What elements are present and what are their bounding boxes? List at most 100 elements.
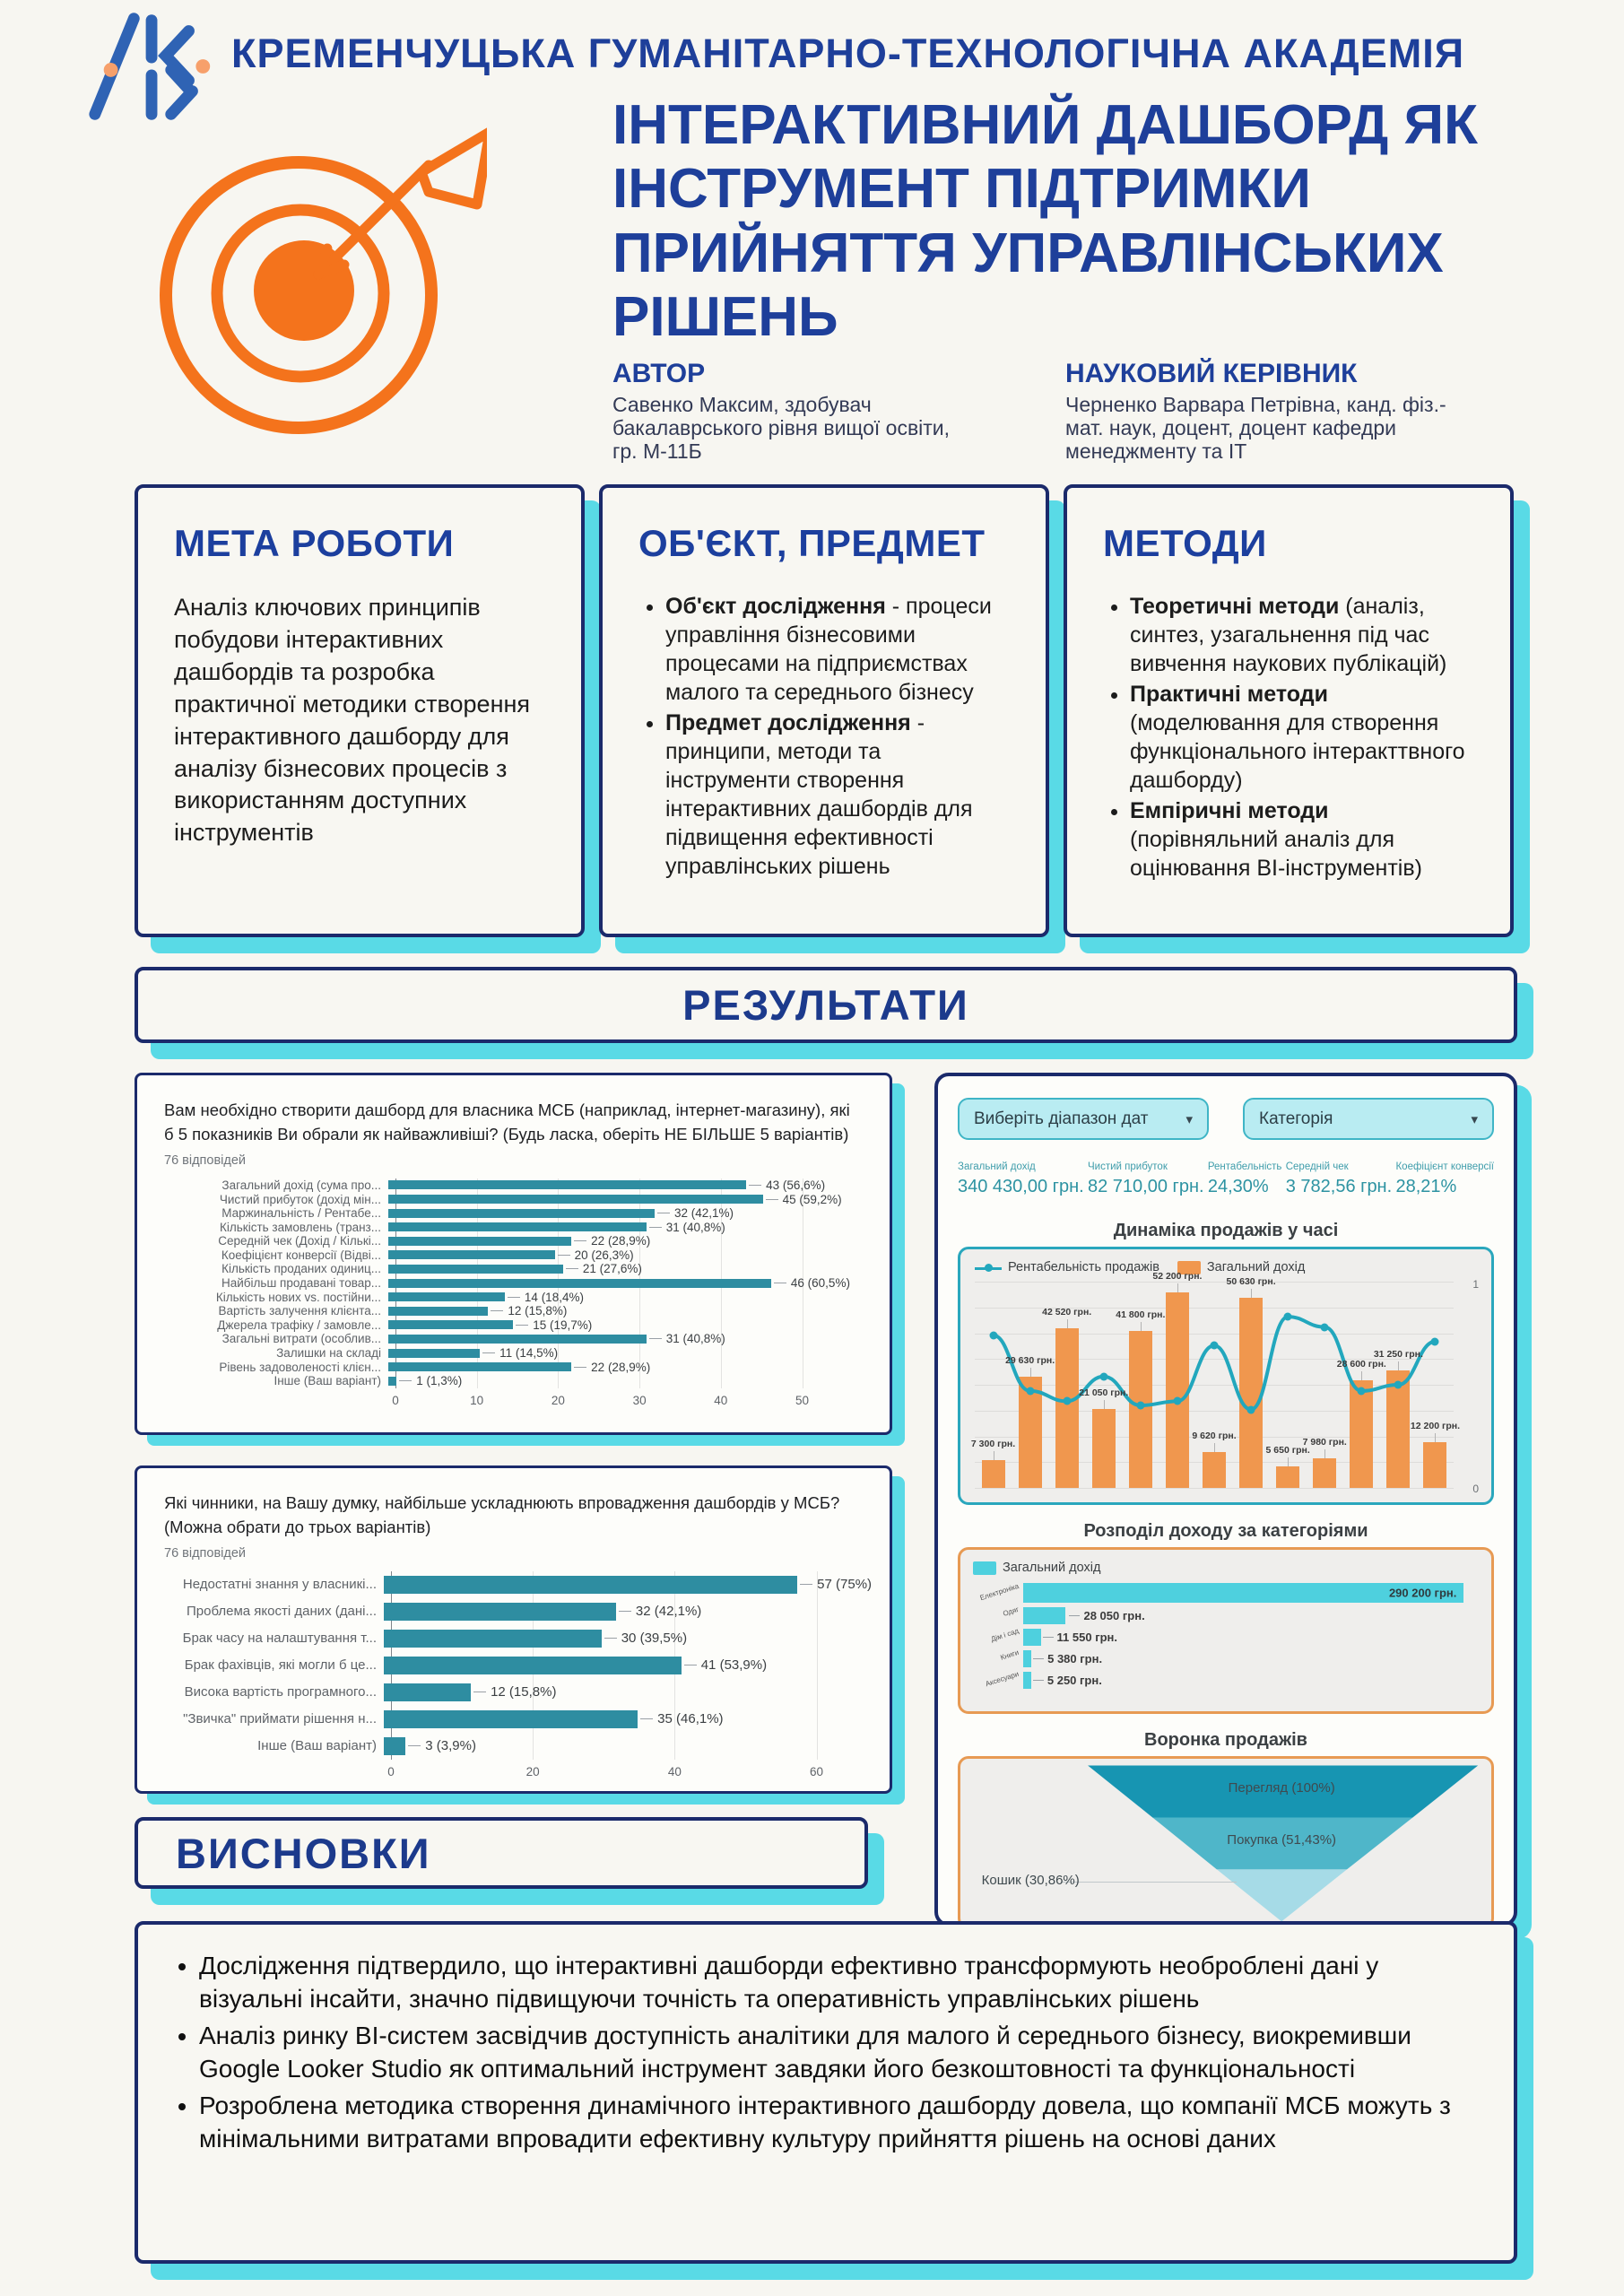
value-label: 14 (18,4%) <box>505 1291 584 1304</box>
bar-track: 31 (40,8%) <box>388 1332 863 1346</box>
chart-row: Дім і сад 11 550 грн. <box>973 1626 1479 1648</box>
list-item-text: (моделювання для створення функціонально… <box>1130 710 1465 793</box>
conclusions-heading: ВИСНОВКИ <box>176 1829 431 1877</box>
bar <box>388 1250 555 1260</box>
line-data-point <box>1210 1341 1219 1350</box>
category-label: Недостатні знання у власникі... <box>182 1577 377 1593</box>
filter-dropdown[interactable]: Категорія ▾ <box>1243 1098 1494 1140</box>
line-data-point <box>1246 1405 1255 1414</box>
kpi-value: 340 430,00 грн. <box>958 1177 1084 1196</box>
bar <box>388 1195 763 1205</box>
category-label: "Звичка" приймати рішення н... <box>183 1711 377 1727</box>
filter-dropdown[interactable]: Виберіть діапазон дат ▾ <box>958 1098 1209 1140</box>
value-label: 12 (15,8%) <box>471 1684 556 1700</box>
object-list: Об'єкт дослідження - процеси управління … <box>638 592 1010 881</box>
bar-column: 7 300 грн. <box>971 1282 1015 1488</box>
bar-value-label: 29 630 грн. <box>1005 1355 1055 1367</box>
bar-column: 21 050 грн. <box>1079 1282 1128 1488</box>
chart-row: Середній чек (Дохід / Кількі... 22 (28,9%… <box>164 1234 863 1248</box>
value-label: 12 (15,8%) <box>488 1304 567 1318</box>
line-data-point <box>1136 1401 1145 1410</box>
results-banner: РЕЗУЛЬТАТИ <box>135 967 1517 1043</box>
bar <box>1239 1298 1264 1488</box>
bar-column: 52 200 грн. <box>1152 1271 1202 1488</box>
value-label: 290 200 грн. <box>1388 1586 1457 1599</box>
advisor-text: Черненко Варвара Петрівна, канд. фіз.- м… <box>1065 393 1446 463</box>
value-label: 31 (40,8%) <box>647 1221 725 1234</box>
bar-series-icon <box>1177 1260 1201 1274</box>
value-label: 5 250 грн. <box>1031 1674 1102 1687</box>
value-label: 28 050 грн. <box>1067 1609 1144 1622</box>
survey2-title: Які чинники, на Вашу думку, найбільше ус… <box>164 1493 840 1536</box>
bar-column: 29 630 грн. <box>1005 1282 1055 1488</box>
chart-row: Джерела трафіку / замовле... 15 (19,7%) <box>164 1318 863 1333</box>
bar <box>388 1208 655 1218</box>
gridline <box>975 1488 1454 1489</box>
target-dart-icon <box>160 127 487 434</box>
chart-row: Книги 5 380 грн. <box>973 1648 1479 1669</box>
chart-row: Інше (Ваш варіант) 1 (1,3%) <box>164 1374 863 1388</box>
chart-row: Залишки на складі 11 (14,5%) <box>164 1346 863 1361</box>
bar <box>1023 1628 1041 1646</box>
axis-tick-label: 0 <box>392 1393 399 1407</box>
bar <box>1165 1292 1189 1488</box>
list-item-lead: Об'єкт дослідження <box>665 594 886 619</box>
funnel-label-cart: Кошик (30,86%) <box>981 1873 1080 1889</box>
list-item-text: - принципи, методи та інструменти створе… <box>665 710 973 879</box>
bar-track: 1 (1,3%) <box>388 1374 863 1388</box>
category-label: Загальний дохід (сума про... <box>221 1178 381 1192</box>
funnel-chart: Перегляд (100%) Покупка (51,43%) Кошик (… <box>958 1756 1494 1923</box>
kpi-label: Чистий прибуток <box>1088 1161 1168 1172</box>
bar-track: 45 (59,2%) <box>388 1192 863 1206</box>
chevron-down-icon: ▾ <box>1471 1111 1478 1127</box>
line-data-point <box>1394 1380 1403 1389</box>
category-label: Залишки на складі <box>276 1346 381 1361</box>
list-item-text: (аналіз, синтез, узагальнення під час ви… <box>1130 594 1447 676</box>
methods-heading: МЕТОДИ <box>1103 522 1267 564</box>
legend-item-bar: Загальний дохід <box>973 1561 1100 1575</box>
category-label: Середній чек (Дохід / Кількі... <box>218 1234 381 1248</box>
category-label: Електроніка <box>978 1581 1020 1603</box>
gridline <box>816 1570 818 1760</box>
list-item: Емпіричні методи (порівняльний аналіз дл… <box>1130 796 1474 883</box>
bar-value-label: 7 980 грн. <box>1302 1436 1347 1448</box>
funnel-stage-views <box>1088 1765 1479 1818</box>
bar-column: 50 630 грн. <box>1227 1276 1276 1488</box>
label-tick <box>1214 1442 1215 1452</box>
gridline <box>975 1410 1454 1412</box>
bar <box>384 1629 602 1648</box>
category-label: Кількість нових vs. постійни... <box>215 1290 381 1304</box>
axis-tick-label: 50 <box>795 1393 810 1407</box>
axis-tick-label: 40 <box>714 1393 728 1407</box>
kpi-item: Середній чек 3 782,56 грн. <box>1286 1161 1392 1205</box>
advisor-heading: НАУКОВИЙ КЕРІВНИК <box>1065 359 1358 388</box>
value-label: 41 (53,9%) <box>682 1657 767 1673</box>
line-data-point <box>1283 1312 1292 1321</box>
kpi-row: Загальний дохід 340 430,00 грн. Чистий при… <box>958 1161 1494 1205</box>
line-data-point <box>1099 1372 1108 1381</box>
axis-tick-label: 10 <box>470 1393 484 1407</box>
survey-chart-card-metrics: Вам необхідно створити дашборд для власн… <box>135 1073 892 1435</box>
bar-value-label: 31 250 грн. <box>1373 1349 1423 1361</box>
chart-row: Чистий прибуток (дохід мін... 45 (59,2%) <box>164 1192 863 1206</box>
author-heading: АВТОР <box>612 359 706 388</box>
label-tick <box>1398 1361 1400 1371</box>
bar-column: 31 250 грн. <box>1374 1282 1423 1488</box>
bar <box>1055 1328 1079 1488</box>
value-label: 15 (19,7%) <box>513 1318 592 1332</box>
bar-track: 28 050 грн. <box>1023 1605 1479 1626</box>
goal-text: Аналіз ключових принципів побудови інтер… <box>174 594 531 847</box>
legend-label: Загальний дохід <box>1206 1260 1306 1274</box>
value-label: 57 (75%) <box>797 1577 872 1592</box>
survey1-responses: 76 відповідей <box>164 1152 247 1168</box>
survey2-chart: Недостатні знання у власникі... 57 (75%) П… <box>164 1570 872 1781</box>
filter-label: Категорія <box>1259 1109 1333 1128</box>
chart-row: Висока вартість програмного... 12 (15,8%) <box>164 1679 863 1706</box>
category-legend: Загальний дохід <box>973 1559 1479 1577</box>
category-label: Коефіцієнт конверсії (Відві... <box>221 1248 381 1262</box>
value-label: 31 (40,8%) <box>647 1332 725 1345</box>
gridline <box>975 1385 1454 1386</box>
axis-tick-label: 30 <box>632 1393 647 1407</box>
bar-series-icon <box>973 1561 996 1575</box>
survey2-responses: 76 відповідей <box>164 1545 247 1561</box>
